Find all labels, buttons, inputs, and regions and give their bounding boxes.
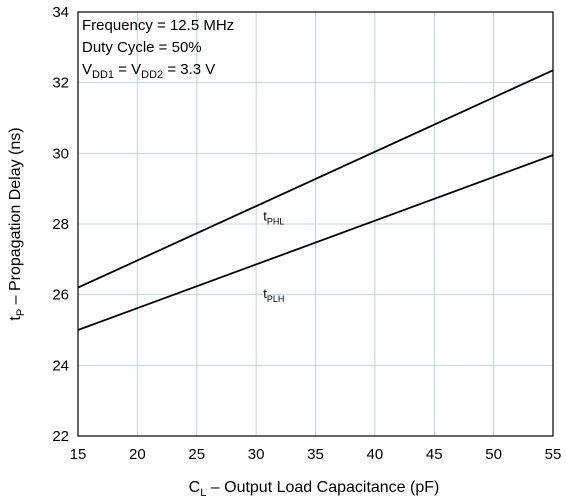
vdd1-subscript: DD1 <box>92 69 114 81</box>
x-tick-label-35: 35 <box>307 446 324 463</box>
x-tick-label-25: 25 <box>188 446 205 463</box>
vdd1-letter: V <box>82 61 92 78</box>
vdd-equals: = V <box>114 61 141 78</box>
x-tick-label-40: 40 <box>367 446 384 463</box>
x-axis-title: CL – Output Load Capacitance (pF) <box>189 479 440 499</box>
y-tick-label-32: 32 <box>52 75 69 92</box>
x-tick-label-20: 20 <box>129 446 146 463</box>
x-tick-label-50: 50 <box>485 446 502 463</box>
vdd-value: = 3.3 V <box>163 61 215 78</box>
x-tick-label-45: 45 <box>426 446 443 463</box>
annotation-supply-voltage: VDD1 = VDD2 = 3.3 V <box>82 61 215 81</box>
annotation-duty-cycle: Duty Cycle = 50% <box>82 39 202 56</box>
y-tick-label-26: 26 <box>52 287 69 304</box>
y-axis-title: tP – Propagation Delay (ns) <box>7 127 27 320</box>
x-tick-label-55: 55 <box>545 446 562 463</box>
y-tick-label-30: 30 <box>52 145 69 162</box>
x-axis-title-rest: – Output Load Capacitance (pF) <box>206 479 439 496</box>
series-label-tphl-sub: PHL <box>267 216 285 226</box>
y-tick-label-34: 34 <box>52 4 69 21</box>
y-tick-label-28: 28 <box>52 216 69 233</box>
series-label-tplh-sub: PLH <box>267 294 285 304</box>
y-axis-title-sub: P <box>15 309 27 316</box>
vdd2-subscript: DD2 <box>141 69 163 81</box>
y-tick-label-24: 24 <box>52 357 69 374</box>
annotation-frequency: Frequency = 12.5 MHz <box>82 17 234 34</box>
x-axis-title-main: C <box>189 479 201 496</box>
x-tick-label-15: 15 <box>70 446 87 463</box>
series-label-tphl: tPHL <box>263 208 284 226</box>
series-label-tplh: tPLH <box>263 286 284 304</box>
y-tick-label-22: 22 <box>52 428 69 445</box>
y-axis-title-rest: – Propagation Delay (ns) <box>7 127 24 308</box>
x-tick-label-30: 30 <box>248 446 265 463</box>
